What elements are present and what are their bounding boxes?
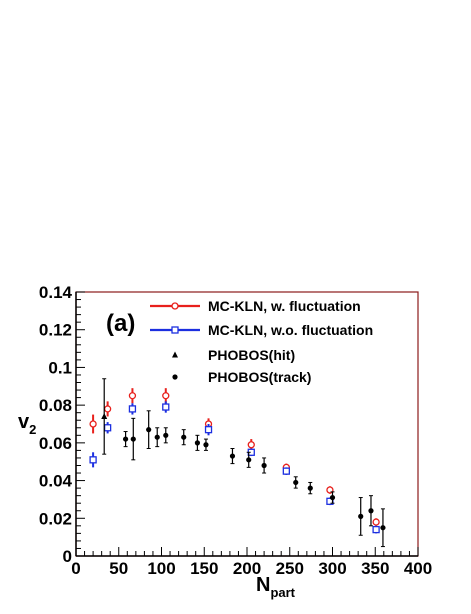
y-tick-label: 0.1 — [48, 358, 72, 377]
data-point — [380, 525, 386, 531]
data-point — [181, 434, 187, 440]
data-point — [372, 525, 380, 534]
legend-marker — [171, 302, 179, 310]
data-point — [103, 424, 112, 432]
data-point — [358, 513, 364, 520]
y-axis-title: v2 — [18, 411, 36, 437]
data-point — [246, 457, 252, 463]
data-point — [229, 453, 236, 459]
legend-marker — [172, 351, 178, 358]
y-tick-label: 0.12 — [39, 321, 72, 340]
data-point — [89, 420, 97, 428]
data-point — [282, 467, 290, 475]
x-tick-label: 300 — [318, 559, 346, 578]
data-point — [204, 426, 213, 434]
data-point — [89, 456, 97, 464]
legend-label: PHOBOS(hit) — [208, 347, 295, 363]
data-point — [162, 392, 170, 400]
data-point — [146, 427, 152, 433]
x-tick-label: 100 — [147, 559, 175, 578]
series-3 — [122, 410, 386, 548]
legend-marker — [172, 374, 178, 380]
x-axis-title-sub: part — [270, 585, 295, 600]
y-tick-label: 0.14 — [39, 283, 73, 302]
data-point — [128, 392, 137, 400]
x-axis-title: Npart — [256, 574, 296, 600]
data-point — [128, 405, 137, 413]
axis-ticks — [75, 291, 419, 557]
x-tick-label: 350 — [361, 559, 389, 578]
y-tick-label: 0.04 — [39, 472, 73, 491]
legend-marker — [171, 326, 179, 334]
data-point — [372, 518, 380, 526]
legend-label: MC-KLN, w. fluctuation — [208, 298, 361, 314]
y-tick-label: 0.02 — [39, 509, 72, 528]
data-point — [307, 485, 313, 491]
y-tick-label: 0.06 — [39, 434, 72, 453]
panel-label: (a) — [106, 310, 135, 337]
legend-label: PHOBOS(track) — [208, 369, 311, 385]
y-axis-title-sub: 2 — [29, 422, 36, 437]
x-tick-label: 200 — [233, 559, 261, 578]
data-point — [154, 434, 160, 440]
data-point — [293, 479, 299, 486]
data-point — [247, 441, 255, 449]
series-2 — [101, 378, 108, 455]
x-tick-labels: 0 50 100 150 200 250 300 350 400 — [71, 559, 432, 578]
x-tick-label: 250 — [276, 559, 304, 578]
x-axis-title-main: N — [256, 574, 270, 596]
y-tick-label: 0 — [63, 547, 72, 566]
data-series — [89, 378, 386, 548]
data-point — [203, 442, 209, 448]
y-tick-labels: 0 0.02 0.04 0.06 0.08 0.1 0.12 0.14 — [39, 283, 73, 566]
x-tick-label: 50 — [109, 559, 128, 578]
legend: MC-KLN, w. fluctuation MC-KLN, w.o. fluct… — [150, 298, 373, 385]
data-point — [103, 405, 112, 413]
x-tick-label: 0 — [71, 559, 80, 578]
data-point — [329, 494, 336, 501]
data-point — [122, 436, 129, 442]
x-tick-label: 150 — [190, 559, 218, 578]
data-point — [162, 403, 170, 411]
data-point — [163, 432, 169, 438]
data-point — [130, 436, 136, 442]
data-point — [261, 462, 267, 469]
y-axis-title-main: v — [18, 411, 30, 433]
legend-label: MC-KLN, w.o. fluctuation — [208, 322, 373, 338]
data-point — [194, 440, 201, 446]
data-point — [101, 412, 108, 419]
data-point — [368, 508, 374, 514]
x-tick-label: 400 — [404, 559, 432, 578]
y-tick-label: 0.08 — [39, 396, 72, 415]
